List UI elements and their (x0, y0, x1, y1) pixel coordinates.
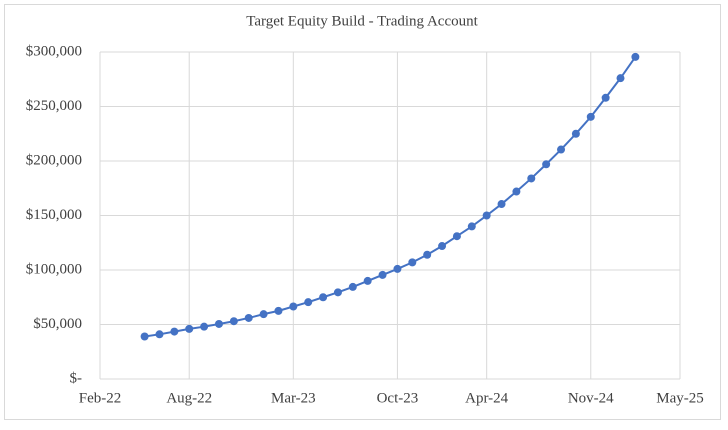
x-tick-label: Feb-22 (79, 390, 122, 406)
x-tick-label: Nov-24 (568, 390, 614, 406)
y-tick-label: $300,000 (26, 43, 82, 59)
marker (140, 332, 149, 341)
marker (423, 250, 432, 259)
marker (333, 288, 342, 297)
marker (408, 258, 417, 267)
marker (378, 270, 387, 279)
marker (155, 330, 164, 339)
marker (170, 327, 179, 336)
marker (512, 187, 521, 196)
marker (452, 232, 461, 241)
x-tick-label: May-25 (656, 390, 704, 406)
marker (200, 322, 209, 331)
y-tick-label: $150,000 (26, 207, 82, 223)
marker (497, 200, 506, 209)
marker (185, 324, 194, 333)
marker (631, 52, 640, 61)
line (144, 56, 637, 338)
y-tick-label: $100,000 (26, 261, 82, 277)
y-tick-label: $200,000 (26, 152, 82, 168)
marker (274, 306, 283, 315)
marker (229, 317, 238, 326)
marker (363, 276, 372, 285)
marker (616, 74, 625, 83)
marker (348, 282, 357, 291)
marker (393, 264, 402, 273)
marker (289, 302, 298, 311)
marker (527, 174, 536, 183)
marker (319, 293, 328, 302)
x-tick-label: Apr-24 (465, 390, 509, 406)
marker (438, 242, 447, 251)
marker (601, 93, 610, 102)
marker (557, 145, 566, 154)
y-tick-label: $50,000 (33, 316, 82, 332)
marker (304, 298, 313, 307)
marker (586, 112, 595, 121)
x-tick-label: Oct-23 (377, 390, 419, 406)
marker (571, 129, 580, 138)
marker (244, 313, 253, 322)
y-tick-label: $- (70, 370, 83, 386)
marker (542, 160, 551, 169)
x-tick-label: Aug-22 (166, 390, 212, 406)
marker (259, 310, 268, 319)
x-tick-label: Mar-23 (271, 390, 316, 406)
marker (214, 319, 223, 328)
marker (482, 211, 491, 220)
chart-title: Target Equity Build - Trading Account (246, 13, 478, 29)
y-tick-label: $250,000 (26, 98, 82, 114)
marker (467, 222, 476, 231)
chart-border (4, 4, 721, 420)
